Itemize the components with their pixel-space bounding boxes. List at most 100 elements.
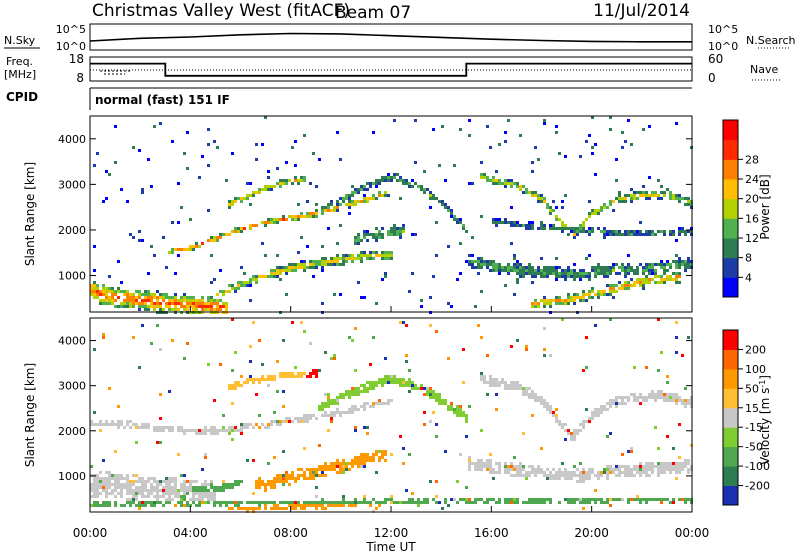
power-cell bbox=[321, 245, 324, 248]
velocity-cell bbox=[312, 468, 315, 471]
velocity-cell bbox=[498, 381, 501, 384]
power-cell bbox=[519, 266, 522, 269]
power-cell bbox=[654, 275, 657, 278]
power-cell bbox=[528, 263, 531, 266]
velocity-cell bbox=[189, 486, 192, 489]
velocity-cell bbox=[105, 477, 108, 480]
velocity-cell bbox=[531, 501, 534, 504]
velocity-cell bbox=[468, 462, 471, 465]
power-cell bbox=[90, 284, 93, 287]
power-cell bbox=[597, 266, 600, 269]
velocity-cell bbox=[207, 495, 210, 498]
power-cell bbox=[276, 167, 279, 170]
power-cell bbox=[531, 281, 534, 284]
power-cell bbox=[93, 287, 96, 290]
power-cell bbox=[597, 227, 600, 230]
velocity-cell bbox=[336, 396, 339, 399]
velocity-cell bbox=[144, 483, 147, 486]
velocity-cell bbox=[423, 423, 426, 426]
velocity-cell bbox=[318, 474, 321, 477]
velocity-cell bbox=[444, 402, 447, 405]
velocity-cell bbox=[135, 504, 138, 507]
velocity-cell bbox=[93, 348, 96, 351]
velocity-cell bbox=[651, 396, 654, 399]
velocity-cell bbox=[417, 498, 420, 501]
velocity-cell bbox=[522, 501, 525, 504]
power-cell bbox=[660, 185, 663, 188]
power-cell bbox=[300, 260, 303, 263]
power-cell bbox=[261, 143, 264, 146]
power-cell bbox=[627, 281, 630, 284]
power-cell bbox=[306, 266, 309, 269]
power-cell bbox=[168, 299, 171, 302]
velocity-cell bbox=[477, 459, 480, 462]
power-cell bbox=[573, 230, 576, 233]
power-cell bbox=[297, 263, 300, 266]
power-cell bbox=[183, 248, 186, 251]
velocity-cell bbox=[687, 471, 690, 474]
power-cell bbox=[153, 293, 156, 296]
power-cell bbox=[105, 293, 108, 296]
velocity-cell bbox=[126, 492, 129, 495]
velocity-cell bbox=[135, 423, 138, 426]
velocity-cell bbox=[99, 429, 102, 432]
velocity-cell bbox=[297, 477, 300, 480]
colorbar-tick-label: 4 bbox=[745, 271, 752, 284]
power-cell bbox=[675, 266, 678, 269]
velocity-cell bbox=[339, 504, 342, 507]
velocity-cell bbox=[342, 498, 345, 501]
velocity-cell bbox=[627, 399, 630, 402]
velocity-cell bbox=[468, 501, 471, 504]
velocity-cell bbox=[132, 474, 135, 477]
power-cell bbox=[207, 308, 210, 311]
velocity-cell bbox=[342, 504, 345, 507]
power-cell bbox=[420, 305, 423, 308]
power-cell bbox=[162, 308, 165, 311]
power-cell bbox=[405, 179, 408, 182]
velocity-cell bbox=[519, 471, 522, 474]
velocity-cell bbox=[675, 462, 678, 465]
velocity-cell bbox=[177, 489, 180, 492]
power-cell bbox=[114, 125, 117, 128]
velocity-cell bbox=[330, 357, 333, 360]
velocity-cell bbox=[303, 507, 306, 510]
velocity-cell bbox=[105, 486, 108, 489]
power-cell bbox=[228, 284, 231, 287]
power-cell bbox=[102, 299, 105, 302]
power-cell bbox=[381, 257, 384, 260]
velocity-cell bbox=[519, 387, 522, 390]
power-cell bbox=[279, 278, 282, 281]
power-cell bbox=[276, 269, 279, 272]
velocity-cell bbox=[426, 390, 429, 393]
velocity-cell bbox=[423, 393, 426, 396]
power-cell bbox=[486, 179, 489, 182]
velocity-cell bbox=[411, 501, 414, 504]
power-cell bbox=[240, 227, 243, 230]
velocity-cell bbox=[534, 399, 537, 402]
power-cell bbox=[621, 269, 624, 272]
velocity-cell bbox=[138, 477, 141, 480]
power-cell bbox=[654, 194, 657, 197]
power-cell bbox=[363, 185, 366, 188]
velocity-cell bbox=[159, 489, 162, 492]
velocity-cell bbox=[210, 483, 213, 486]
velocity-cell bbox=[141, 324, 144, 327]
power-cell bbox=[543, 266, 546, 269]
velocity-cell bbox=[219, 504, 222, 507]
velocity-cell bbox=[258, 486, 261, 489]
velocity-cell bbox=[156, 483, 159, 486]
power-cell bbox=[282, 269, 285, 272]
power-cell bbox=[594, 212, 597, 215]
power-cell bbox=[504, 221, 507, 224]
velocity-cell bbox=[372, 387, 375, 390]
power-cell bbox=[213, 302, 216, 305]
power-cell bbox=[435, 197, 438, 200]
power-cell bbox=[255, 224, 258, 227]
velocity-cell bbox=[105, 492, 108, 495]
velocity-cell bbox=[489, 375, 492, 378]
velocity-cell bbox=[573, 501, 576, 504]
velocity-cell bbox=[333, 357, 336, 360]
velocity-cell bbox=[231, 402, 234, 405]
velocity-cell bbox=[513, 387, 516, 390]
velocity-cell bbox=[354, 405, 357, 408]
